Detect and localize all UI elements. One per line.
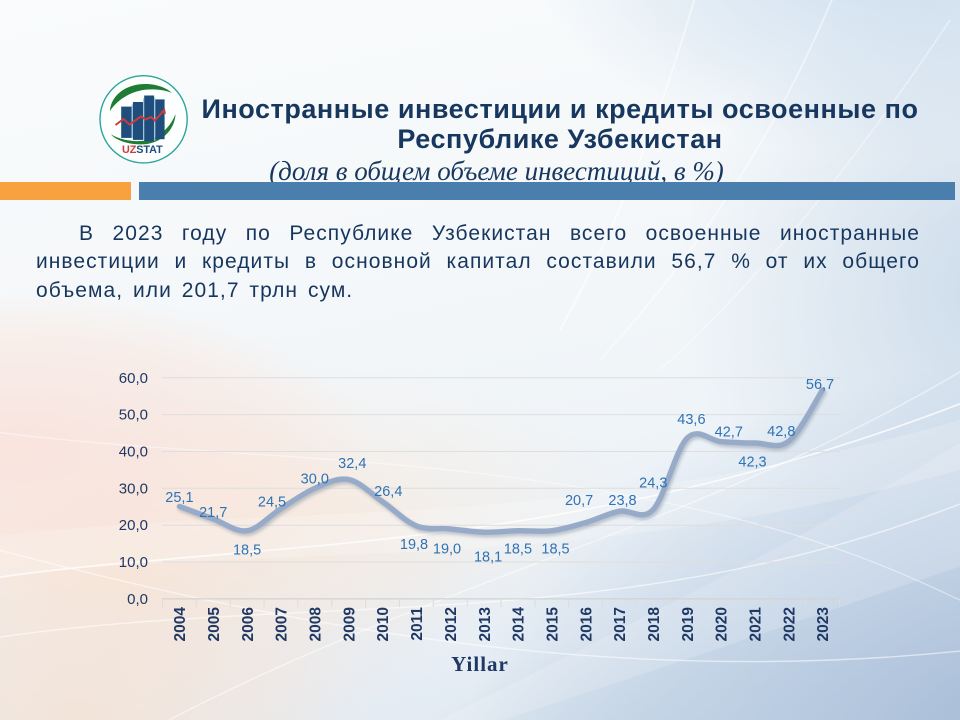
svg-text:18,5: 18,5: [504, 542, 532, 558]
svg-text:42,3: 42,3: [738, 454, 766, 470]
svg-text:2018: 2018: [646, 607, 663, 642]
svg-text:23,8: 23,8: [608, 493, 636, 509]
svg-text:STAT: STAT: [136, 144, 163, 156]
svg-text:24,3: 24,3: [639, 475, 667, 491]
svg-text:2017: 2017: [612, 607, 629, 641]
svg-text:21,7: 21,7: [199, 505, 227, 521]
svg-text:10,0: 10,0: [119, 554, 148, 571]
svg-text:2009: 2009: [341, 607, 358, 642]
svg-text:2011: 2011: [409, 607, 426, 641]
svg-text:2004: 2004: [172, 607, 189, 642]
svg-text:19,0: 19,0: [433, 541, 461, 557]
svg-text:42,7: 42,7: [715, 424, 743, 440]
svg-text:24,5: 24,5: [258, 495, 286, 511]
svg-text:2012: 2012: [443, 607, 460, 641]
svg-text:43,6: 43,6: [677, 412, 705, 428]
svg-text:2021: 2021: [748, 607, 765, 642]
svg-text:2010: 2010: [375, 607, 392, 641]
svg-text:2013: 2013: [477, 607, 494, 642]
svg-text:2023: 2023: [815, 607, 832, 642]
svg-text:2005: 2005: [206, 607, 223, 642]
svg-text:18,5: 18,5: [541, 542, 569, 558]
svg-text:25,1: 25,1: [165, 490, 193, 506]
svg-text:26,4: 26,4: [374, 484, 402, 500]
svg-text:UZ: UZ: [122, 144, 137, 156]
svg-text:40,0: 40,0: [119, 444, 148, 461]
svg-text:Yillar: Yillar: [451, 652, 509, 676]
svg-text:2022: 2022: [781, 607, 798, 641]
svg-text:50,0: 50,0: [119, 407, 148, 424]
svg-text:30,0: 30,0: [301, 471, 329, 487]
svg-text:2006: 2006: [240, 607, 257, 642]
svg-text:20,0: 20,0: [119, 517, 148, 534]
svg-text:2019: 2019: [680, 607, 697, 642]
svg-text:20,7: 20,7: [565, 493, 593, 509]
svg-text:30,0: 30,0: [119, 480, 148, 497]
svg-text:18,1: 18,1: [474, 550, 502, 566]
svg-text:56,7: 56,7: [806, 377, 834, 393]
svg-text:2020: 2020: [714, 607, 731, 641]
svg-text:32,4: 32,4: [338, 456, 366, 472]
svg-text:18,5: 18,5: [233, 543, 261, 559]
svg-text:2015: 2015: [545, 607, 562, 642]
svg-text:19,8: 19,8: [400, 537, 428, 553]
svg-text:42,8: 42,8: [767, 424, 795, 440]
svg-text:2016: 2016: [578, 607, 595, 642]
svg-text:2008: 2008: [308, 607, 325, 642]
svg-text:2007: 2007: [274, 607, 291, 641]
svg-text:0,0: 0,0: [127, 591, 148, 608]
svg-text:2014: 2014: [511, 607, 528, 642]
svg-text:60,0: 60,0: [119, 370, 148, 387]
